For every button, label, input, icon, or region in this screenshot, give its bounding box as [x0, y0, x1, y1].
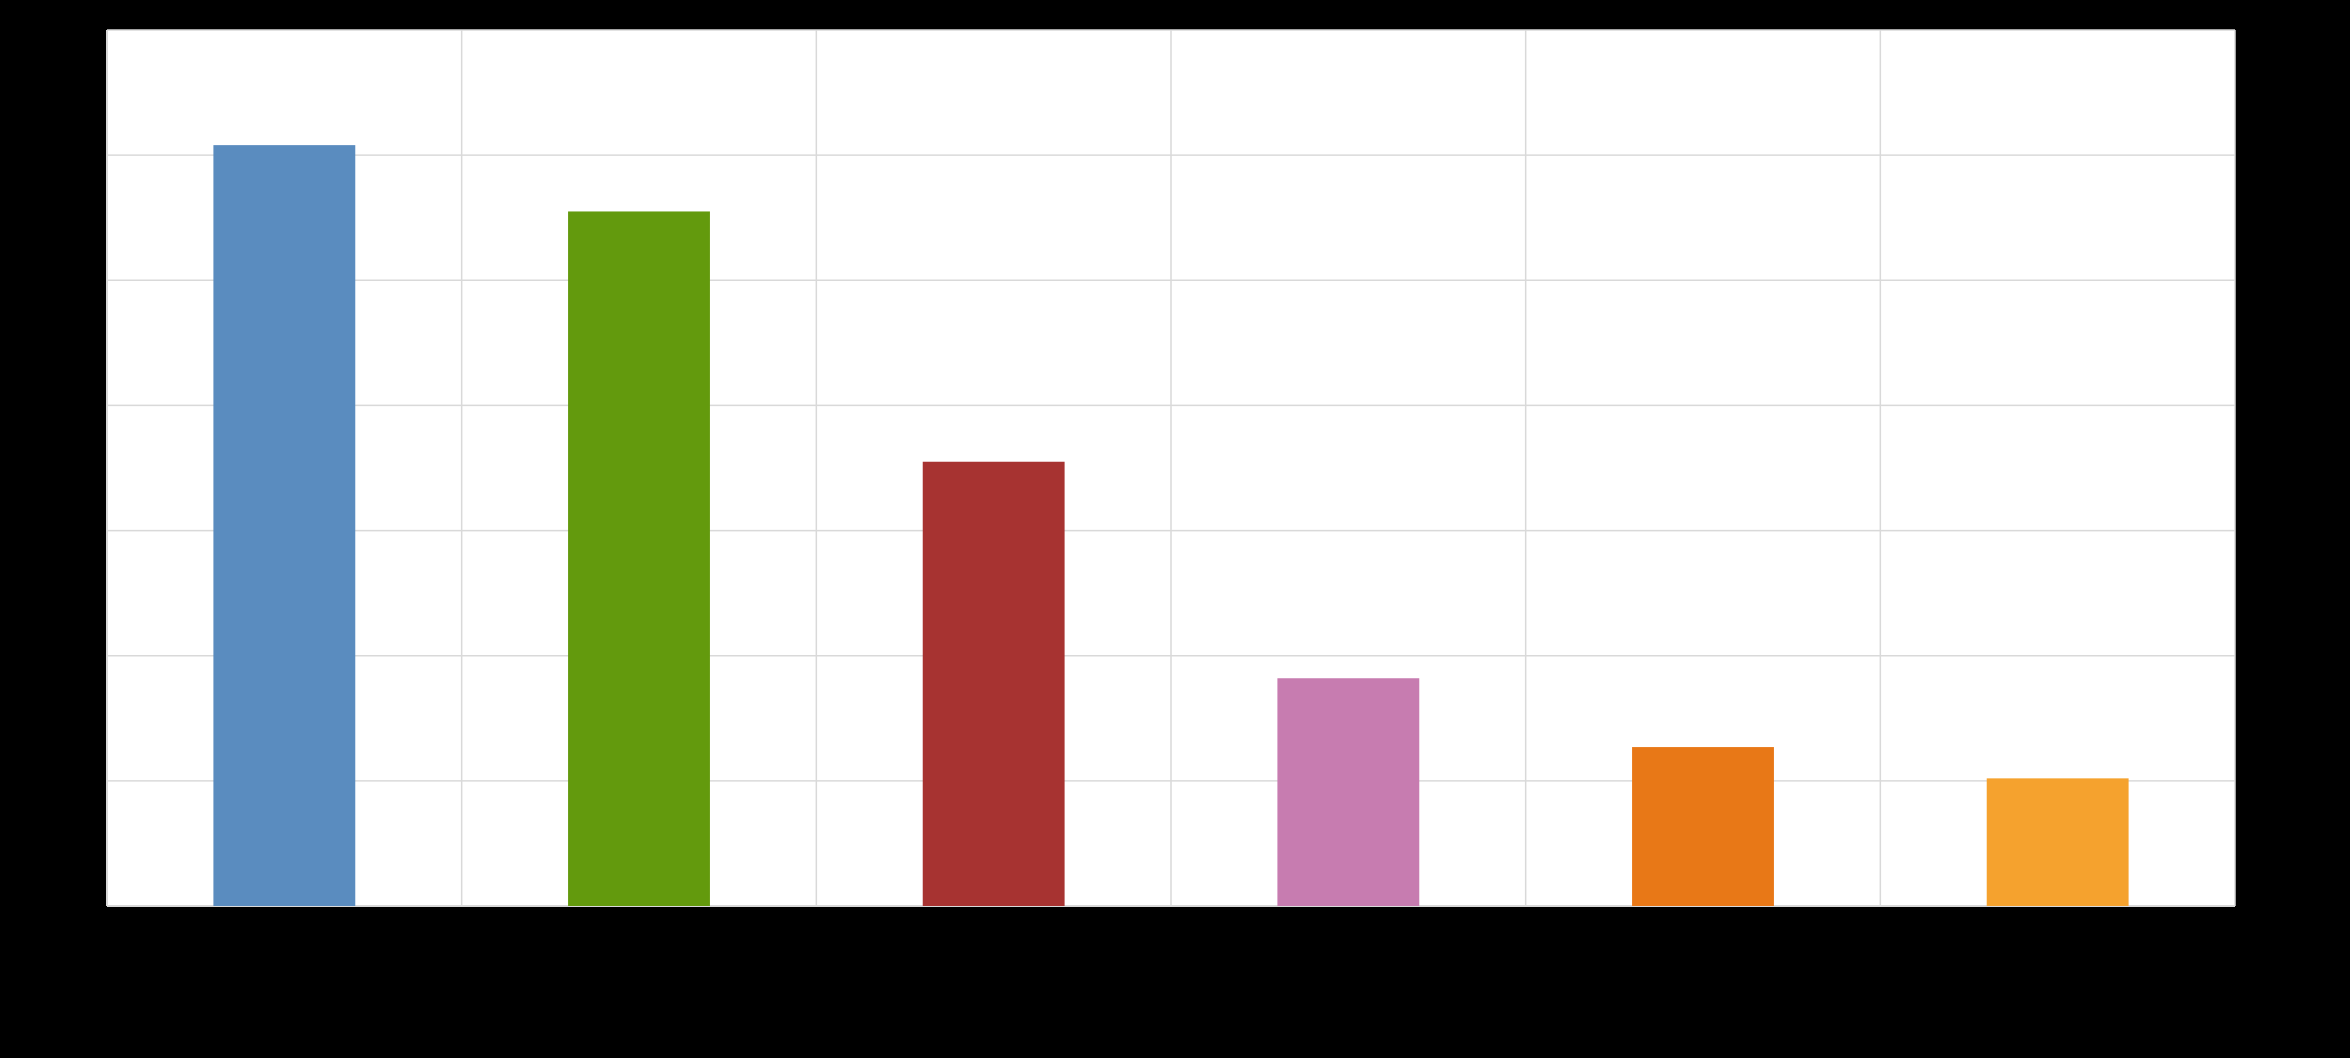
bar: [213, 145, 355, 906]
bar: [1987, 778, 2129, 906]
bar-chart: [0, 0, 2350, 1058]
bar: [1632, 747, 1774, 906]
bar: [568, 211, 710, 906]
bar: [923, 462, 1065, 906]
bar: [1277, 678, 1419, 906]
chart-svg: [0, 0, 2350, 1058]
